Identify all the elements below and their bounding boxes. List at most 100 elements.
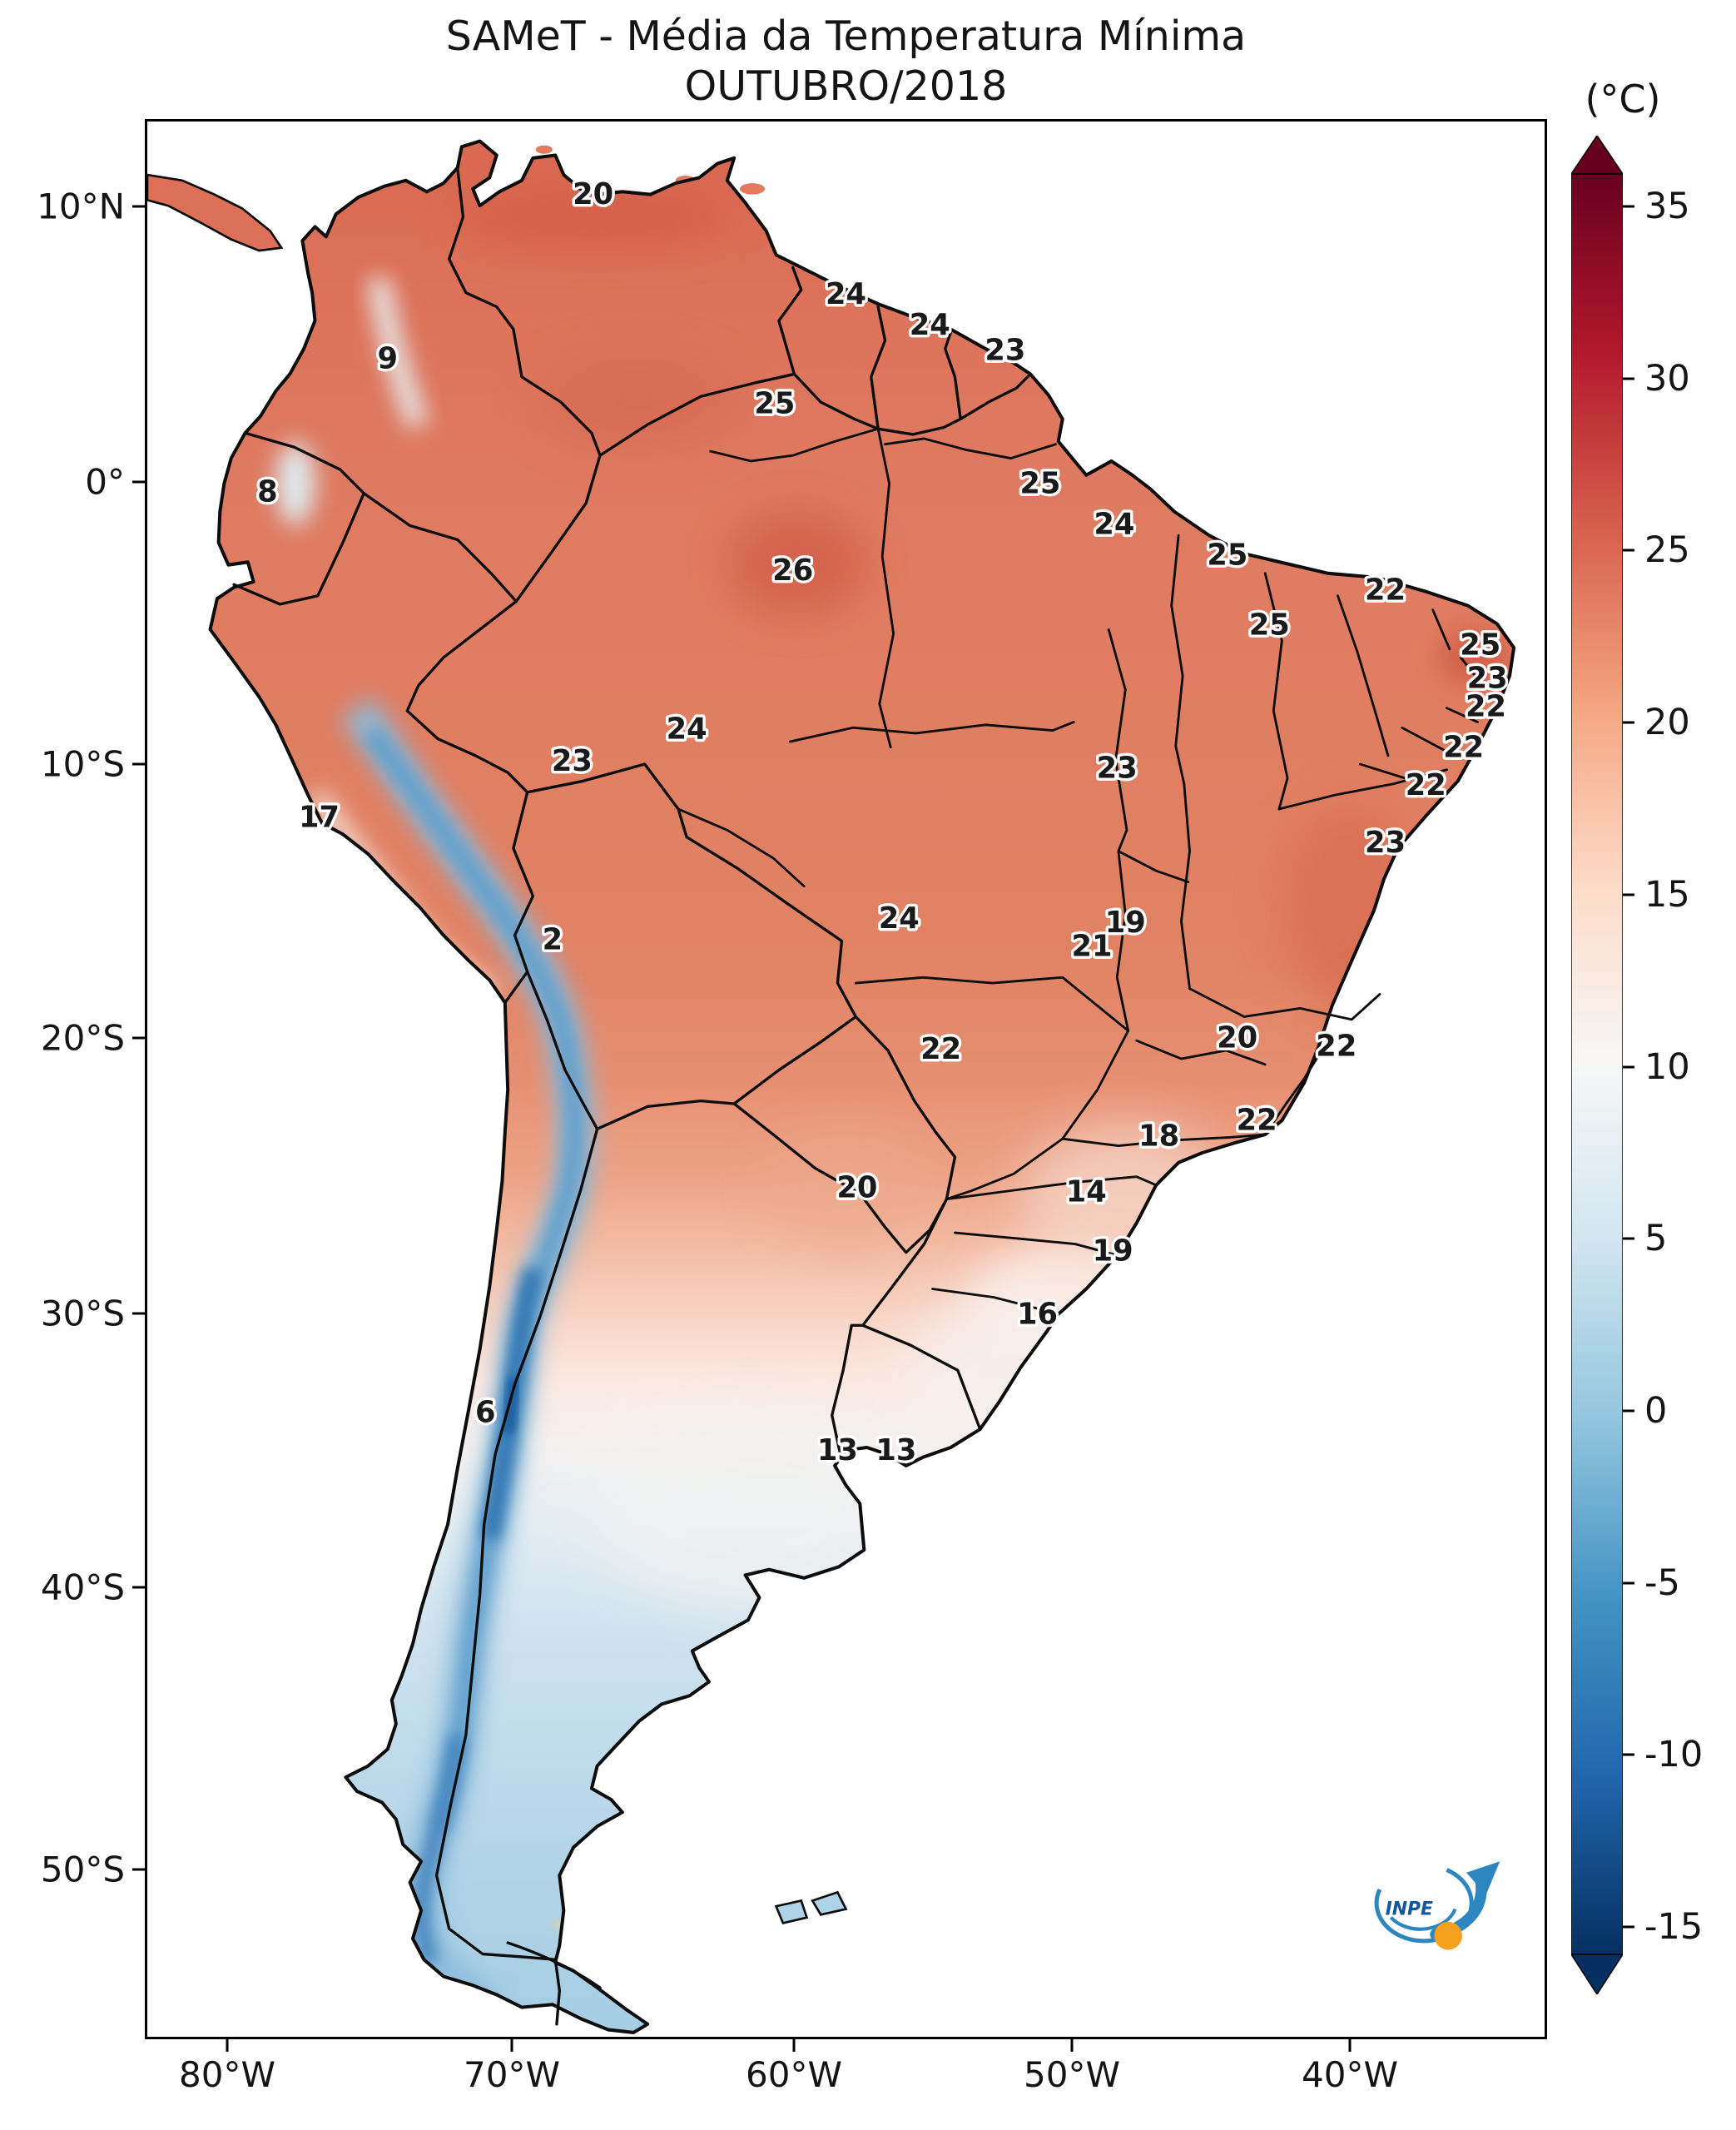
temperature-label: 22 xyxy=(920,1032,961,1066)
temperature-label: 19 xyxy=(1093,1234,1133,1268)
lat-tick-mark xyxy=(132,205,145,208)
colorbar-tick-mark xyxy=(1623,893,1634,896)
colorbar-bottom-arrow xyxy=(1571,1954,1623,1994)
temperature-label: 24 xyxy=(1094,507,1134,541)
colorbar-tick-mark xyxy=(1623,1753,1634,1756)
temperature-label: 14 xyxy=(1066,1175,1107,1209)
temperature-label: 23 xyxy=(1097,752,1138,786)
temperature-label: 20 xyxy=(836,1171,877,1205)
lat-tick-mark xyxy=(132,1312,145,1315)
temperature-label: 16 xyxy=(1017,1297,1058,1331)
inpe-arrowhead xyxy=(1466,1861,1500,1895)
temperature-label: 20 xyxy=(1217,1020,1257,1055)
figure-title: SAMeT - Média da Temperatura Mínima OUTU… xyxy=(145,12,1547,112)
colorbar-tick-mark xyxy=(1623,1925,1634,1929)
lat-tick-mark xyxy=(132,1868,145,1871)
lat-tick-mark xyxy=(132,1036,145,1040)
lon-tick-label: 60°W xyxy=(746,2054,842,2095)
lat-tick-label: 0° xyxy=(85,461,125,503)
temperature-label: 22 xyxy=(1365,573,1406,607)
temperature-label: 25 xyxy=(754,386,795,420)
temperature-label: 26 xyxy=(772,554,813,588)
title-line2: OUTUBRO/2018 xyxy=(684,62,1008,110)
temperature-label: 23 xyxy=(985,333,1025,367)
temperature-label: 19 xyxy=(1105,906,1146,940)
temperature-label: 23 xyxy=(1365,826,1406,860)
lat-tick-mark xyxy=(132,480,145,484)
colorbar-tick-label: 35 xyxy=(1644,186,1690,227)
temperature-label: 25 xyxy=(1249,608,1290,643)
colorbar-tick-label: 20 xyxy=(1644,702,1690,744)
lon-tick-mark xyxy=(510,2039,513,2052)
temperature-label: 20 xyxy=(573,177,613,211)
lon-tick-label: 40°W xyxy=(1302,2054,1398,2095)
colorbar-tick-mark xyxy=(1623,1409,1634,1413)
colorbar-tick-label: 25 xyxy=(1644,529,1690,572)
lat-tick-label: 30°S xyxy=(40,1293,125,1334)
colorbar-tick-label: 30 xyxy=(1644,357,1690,400)
temperature-label: 18 xyxy=(1138,1119,1179,1153)
temperature-label: 2 xyxy=(543,922,563,956)
temperature-label: 6 xyxy=(475,1395,496,1429)
temperature-label: 8 xyxy=(257,474,278,509)
temperature-field xyxy=(210,141,1515,2033)
colorbar-tick-label: -5 xyxy=(1644,1562,1680,1604)
lat-tick-label: 50°S xyxy=(40,1849,125,1890)
colorbar-tick-label: 0 xyxy=(1644,1389,1668,1432)
colorbar-tick-mark xyxy=(1623,377,1634,380)
temperature-label: 23 xyxy=(552,744,593,778)
temperature-label: 24 xyxy=(826,277,866,311)
falkland-islands xyxy=(774,1890,848,1925)
temperature-label: 25 xyxy=(1019,466,1060,500)
colorbar-body xyxy=(1571,173,1623,1955)
colorbar-tick-mark xyxy=(1623,1581,1634,1585)
temperature-label: 17 xyxy=(299,801,340,835)
colorbar-tick-mark xyxy=(1623,205,1634,208)
lon-tick-label: 70°W xyxy=(464,2054,560,2095)
lat-tick-label: 40°S xyxy=(40,1566,125,1608)
temperature-label: 22 xyxy=(1237,1104,1277,1138)
temperature-label: 21 xyxy=(1071,930,1112,964)
colorbar-tick-label: 5 xyxy=(1644,1218,1668,1260)
lon-tick-mark xyxy=(1348,2039,1352,2052)
continent-coastline xyxy=(208,139,1516,2034)
temperature-label: 22 xyxy=(1316,1029,1357,1063)
colorbar-tick-mark xyxy=(1623,549,1634,552)
temperature-label: 24 xyxy=(910,308,950,342)
lat-tick-mark xyxy=(132,1586,145,1589)
state-borders xyxy=(677,427,1485,1313)
lat-tick-label: 10°S xyxy=(40,743,125,785)
inpe-orange-dot xyxy=(1434,1921,1462,1950)
inpe-logo-text: INPE xyxy=(1386,1899,1433,1919)
temperature-label: 22 xyxy=(1406,768,1446,802)
temperature-label: 24 xyxy=(667,712,707,746)
colorbar-tick-label: -15 xyxy=(1644,1906,1704,1948)
colorbar-top-arrow xyxy=(1571,136,1623,175)
temperature-label: 9 xyxy=(378,341,399,375)
map-frame: 20 24 24 23 25 9 8 25 24 25 22 26 25 25 23 22 22 24 23 23 22… xyxy=(145,119,1547,2039)
temperature-label: 13 xyxy=(875,1433,916,1467)
lon-tick-label: 50°W xyxy=(1024,2054,1120,2095)
colorbar-tick-mark xyxy=(1623,1237,1634,1240)
colorbar-tick-label: -10 xyxy=(1644,1734,1704,1776)
temperature-label: 25 xyxy=(1460,628,1500,662)
colorbar-tick-mark xyxy=(1623,1065,1634,1068)
temperature-label: 13 xyxy=(817,1433,858,1467)
colorbar-tick-label: 15 xyxy=(1644,873,1690,916)
central-america-land xyxy=(147,173,284,252)
lon-tick-label: 80°W xyxy=(179,2054,275,2095)
temperature-label: 22 xyxy=(1466,689,1506,723)
inpe-logo: INPE xyxy=(1374,1861,1500,1950)
temperature-label: 22 xyxy=(1443,730,1484,764)
lon-tick-mark xyxy=(1070,2039,1074,2052)
colorbar xyxy=(1571,136,1623,1994)
colorbar-tick-label: 10 xyxy=(1644,1045,1690,1088)
temperature-label: 25 xyxy=(1207,538,1247,572)
colorbar-tick-mark xyxy=(1623,721,1634,724)
temperature-label: 24 xyxy=(879,901,920,936)
lon-tick-mark xyxy=(792,2039,796,2052)
country-borders xyxy=(232,166,1032,2026)
